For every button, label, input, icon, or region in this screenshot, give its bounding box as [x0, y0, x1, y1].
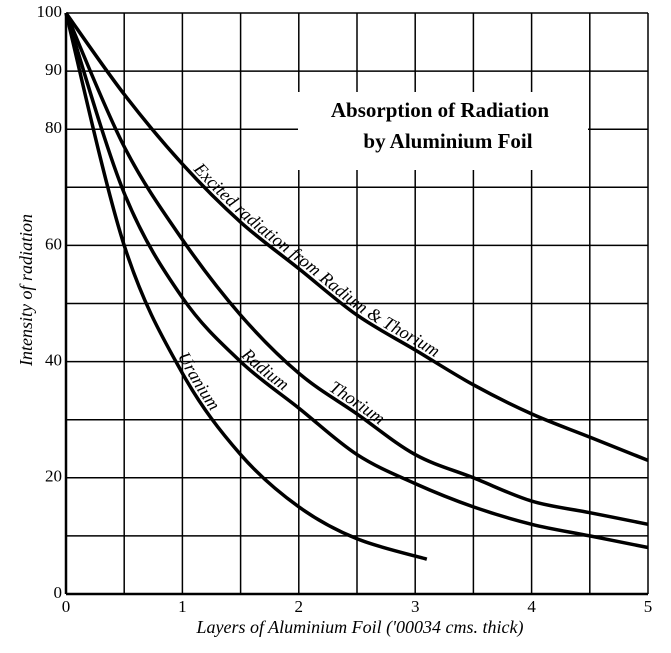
x-axis-label: Layers of Aluminium Foil ('00034 cms. th… — [196, 617, 524, 638]
curve-label-text: Excited radiation from Radium & Thorium — [189, 158, 443, 361]
line — [64, 12, 428, 561]
curve-label-text: Radium — [237, 344, 293, 395]
curve-label-text: Uranium — [174, 349, 224, 414]
y-tick-label: 90 — [45, 60, 62, 79]
curve-label: Excited radiation from Radium & Thorium — [189, 158, 443, 361]
line — [64, 11, 649, 462]
x-tick-label: 3 — [411, 597, 420, 616]
y-tick-label: 60 — [45, 234, 62, 253]
line — [64, 12, 649, 550]
x-tick-label: 1 — [178, 597, 187, 616]
chart-title: by Aluminium Foil — [363, 129, 532, 153]
y-tick-label: 80 — [45, 118, 62, 137]
x-tick-label: 0 — [62, 597, 71, 616]
y-axis-label: Intensity of radiation — [16, 214, 36, 367]
y-tick-label: 40 — [45, 351, 62, 370]
line — [64, 12, 649, 526]
x-tick-label: 4 — [527, 597, 536, 616]
y-tick-label: 0 — [54, 583, 63, 602]
x-tick-label: 2 — [295, 597, 304, 616]
x-tick-label: 5 — [644, 597, 653, 616]
y-tick-label: 20 — [45, 467, 62, 486]
y-tick-label: 100 — [37, 2, 63, 21]
chart-title: Absorption of Radiation — [331, 98, 550, 122]
curve-label: Uranium — [174, 349, 224, 414]
curve-label: Radium — [237, 344, 293, 395]
title-box — [298, 92, 588, 170]
